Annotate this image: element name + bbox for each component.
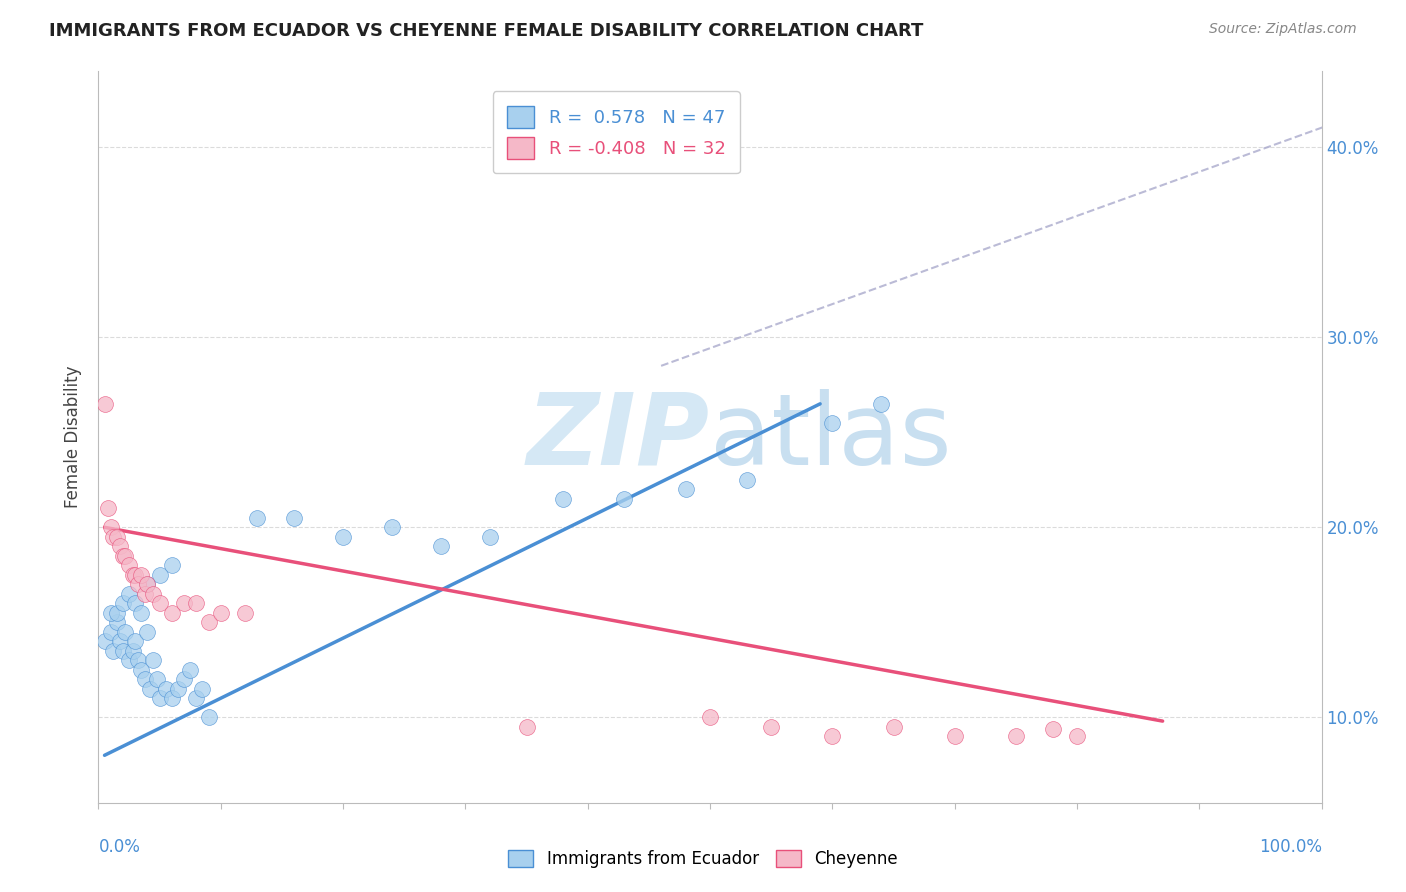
Point — [173, 673, 195, 687]
Point — [142, 587, 165, 601]
Point — [129, 567, 152, 582]
Point — [127, 577, 149, 591]
Point — [1066, 729, 1088, 743]
Point — [1042, 722, 1064, 736]
Point — [118, 558, 141, 573]
Text: 0.0%: 0.0% — [98, 838, 141, 855]
Point — [821, 416, 844, 430]
Point — [191, 681, 214, 696]
Point — [136, 577, 159, 591]
Point — [121, 644, 143, 658]
Point — [332, 530, 354, 544]
Point — [93, 634, 115, 648]
Point — [110, 634, 132, 648]
Point — [134, 673, 156, 687]
Point — [100, 606, 122, 620]
Point — [100, 624, 122, 639]
Point — [160, 691, 183, 706]
Point — [179, 663, 201, 677]
Point — [118, 653, 141, 667]
Point — [1004, 729, 1026, 743]
Point — [110, 539, 132, 553]
Text: 100.0%: 100.0% — [1258, 838, 1322, 855]
Point — [155, 681, 177, 696]
Legend: R =  0.578   N = 47, R = -0.408   N = 32: R = 0.578 N = 47, R = -0.408 N = 32 — [492, 91, 740, 173]
Point — [883, 720, 905, 734]
Point — [136, 624, 159, 639]
Point — [111, 596, 134, 610]
Point — [124, 634, 146, 648]
Point — [283, 511, 305, 525]
Point — [114, 549, 136, 563]
Text: IMMIGRANTS FROM ECUADOR VS CHEYENNE FEMALE DISABILITY CORRELATION CHART: IMMIGRANTS FROM ECUADOR VS CHEYENNE FEMA… — [49, 22, 924, 40]
Point — [675, 483, 697, 497]
Point — [478, 530, 501, 544]
Point — [186, 691, 208, 706]
Text: Source: ZipAtlas.com: Source: ZipAtlas.com — [1209, 22, 1357, 37]
Point — [233, 606, 256, 620]
Point — [186, 596, 208, 610]
Point — [553, 491, 575, 506]
Point — [118, 587, 141, 601]
Point — [149, 596, 172, 610]
Point — [381, 520, 404, 534]
Point — [821, 729, 844, 743]
Point — [149, 691, 172, 706]
Point — [114, 624, 136, 639]
Point — [160, 606, 183, 620]
Point — [160, 558, 183, 573]
Point — [870, 397, 893, 411]
Point — [93, 397, 115, 411]
Point — [139, 681, 162, 696]
Point — [124, 567, 146, 582]
Point — [149, 567, 172, 582]
Point — [100, 520, 122, 534]
Point — [613, 491, 636, 506]
Point — [699, 710, 721, 724]
Point — [121, 567, 143, 582]
Point — [197, 710, 219, 724]
Point — [209, 606, 232, 620]
Point — [101, 644, 124, 658]
Point — [735, 473, 758, 487]
Point — [146, 673, 169, 687]
Point — [167, 681, 190, 696]
Point — [105, 530, 128, 544]
Point — [111, 644, 134, 658]
Point — [129, 663, 152, 677]
Point — [142, 653, 165, 667]
Point — [129, 606, 152, 620]
Point — [105, 615, 128, 630]
Point — [515, 720, 537, 734]
Point — [943, 729, 966, 743]
Point — [124, 596, 146, 610]
Text: ZIP: ZIP — [527, 389, 710, 485]
Point — [101, 530, 124, 544]
Text: atlas: atlas — [710, 389, 952, 485]
Point — [134, 587, 156, 601]
Point — [430, 539, 453, 553]
Point — [136, 577, 159, 591]
Point — [197, 615, 219, 630]
Point — [111, 549, 134, 563]
Point — [127, 653, 149, 667]
Point — [761, 720, 783, 734]
Point — [173, 596, 195, 610]
Point — [105, 606, 128, 620]
Point — [246, 511, 269, 525]
Legend: Immigrants from Ecuador, Cheyenne: Immigrants from Ecuador, Cheyenne — [502, 843, 904, 875]
Point — [97, 501, 120, 516]
Y-axis label: Female Disability: Female Disability — [65, 366, 83, 508]
